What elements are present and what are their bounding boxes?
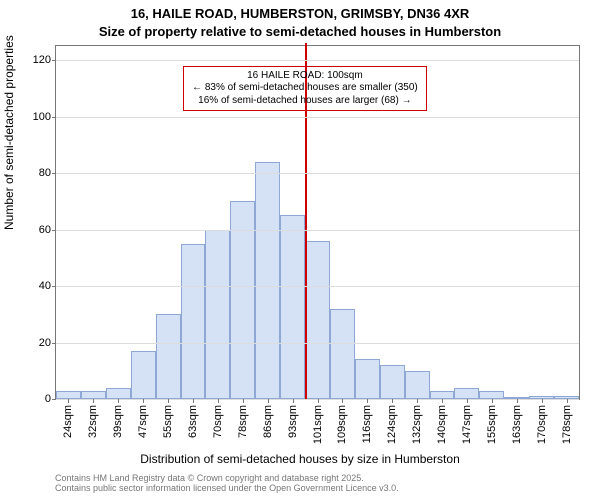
y-tick-label: 120 [33, 54, 51, 66]
histogram-bar [255, 162, 280, 399]
y-tick-label: 0 [45, 393, 51, 405]
x-tick-label: 140sqm [436, 405, 448, 444]
x-tick-label: 147sqm [461, 405, 473, 444]
chart-container: 16, HAILE ROAD, HUMBERSTON, GRIMSBY, DN3… [0, 0, 600, 500]
y-tick-label: 100 [33, 111, 51, 123]
x-tick-label: 132sqm [411, 405, 423, 444]
histogram-bar [205, 230, 230, 399]
x-tick-mark [517, 399, 518, 403]
y-tick-label: 20 [39, 337, 51, 349]
credits: Contains HM Land Registry data © Crown c… [55, 473, 399, 494]
x-tick-label: 170sqm [536, 405, 548, 444]
histogram-bar [81, 391, 106, 399]
annotation-title: 16 HAILE ROAD: 100sqm [192, 70, 418, 83]
x-tick-label: 32sqm [87, 405, 99, 438]
x-tick-label: 178sqm [561, 405, 573, 444]
x-tick-mark [318, 399, 319, 403]
gridline [56, 343, 579, 344]
histogram-bar [355, 359, 380, 399]
x-tick-label: 55sqm [162, 405, 174, 438]
chart-title-line2: Size of property relative to semi-detach… [0, 24, 600, 39]
x-tick-mark [143, 399, 144, 403]
annotation-smaller: ← 83% of semi-detached houses are smalle… [192, 82, 418, 95]
y-tick-label: 60 [39, 224, 51, 236]
x-axis-label: Distribution of semi-detached houses by … [0, 452, 600, 466]
gridline [56, 230, 579, 231]
x-tick-label: 124sqm [386, 405, 398, 444]
histogram-bar [479, 391, 504, 399]
x-tick-label: 70sqm [212, 405, 224, 438]
histogram-bar [430, 391, 455, 399]
x-tick-mark [342, 399, 343, 403]
x-tick-label: 116sqm [361, 405, 373, 443]
annotation-larger: 16% of semi-detached houses are larger (… [192, 95, 418, 108]
y-tick-label: 40 [39, 280, 51, 292]
y-tick-label: 80 [39, 167, 51, 179]
histogram-bar [454, 388, 479, 399]
x-tick-mark [118, 399, 119, 403]
x-tick-mark [467, 399, 468, 403]
histogram-bar [230, 201, 255, 399]
histogram-bar [330, 309, 355, 399]
x-tick-label: 93sqm [287, 405, 299, 438]
plot-area: 020406080100120 24sqm32sqm39sqm47sqm55sq… [55, 45, 580, 400]
x-tick-mark [367, 399, 368, 403]
gridline [56, 117, 579, 118]
histogram-bar [405, 371, 430, 399]
chart-title-line1: 16, HAILE ROAD, HUMBERSTON, GRIMSBY, DN3… [0, 6, 600, 21]
x-tick-label: 109sqm [336, 405, 348, 444]
x-tick-mark [93, 399, 94, 403]
x-tick-mark [492, 399, 493, 403]
x-tick-mark [243, 399, 244, 403]
x-tick-label: 86sqm [262, 405, 274, 438]
x-tick-mark [392, 399, 393, 403]
x-tick-mark [417, 399, 418, 403]
gridline [56, 60, 579, 61]
histogram-bar [305, 241, 330, 399]
histogram-bar [280, 215, 305, 399]
gridline [56, 286, 579, 287]
x-tick-label: 47sqm [137, 405, 149, 438]
histogram-bar [380, 365, 405, 399]
x-tick-label: 39sqm [112, 405, 124, 438]
credits-line1: Contains HM Land Registry data © Crown c… [55, 473, 399, 483]
x-tick-label: 24sqm [62, 405, 74, 438]
x-tick-label: 101sqm [312, 405, 324, 444]
x-tick-mark [193, 399, 194, 403]
x-tick-mark [293, 399, 294, 403]
histogram-bar [106, 388, 131, 399]
credits-line2: Contains public sector information licen… [55, 483, 399, 493]
x-tick-mark [268, 399, 269, 403]
gridline [56, 173, 579, 174]
x-tick-mark [168, 399, 169, 403]
histogram-bar [56, 391, 81, 399]
x-tick-mark [542, 399, 543, 403]
x-tick-mark [68, 399, 69, 403]
histogram-bar [181, 244, 206, 399]
x-tick-label: 163sqm [511, 405, 523, 444]
x-tick-mark [567, 399, 568, 403]
x-tick-mark [442, 399, 443, 403]
x-tick-label: 63sqm [187, 405, 199, 438]
annotation-box: 16 HAILE ROAD: 100sqm← 83% of semi-detac… [183, 66, 427, 112]
y-axis-label: Number of semi-detached properties [2, 35, 16, 230]
x-tick-label: 78sqm [237, 405, 249, 438]
histogram-bar [131, 351, 156, 399]
x-tick-label: 155sqm [486, 405, 498, 444]
histogram-bar [156, 314, 181, 399]
x-tick-mark [218, 399, 219, 403]
